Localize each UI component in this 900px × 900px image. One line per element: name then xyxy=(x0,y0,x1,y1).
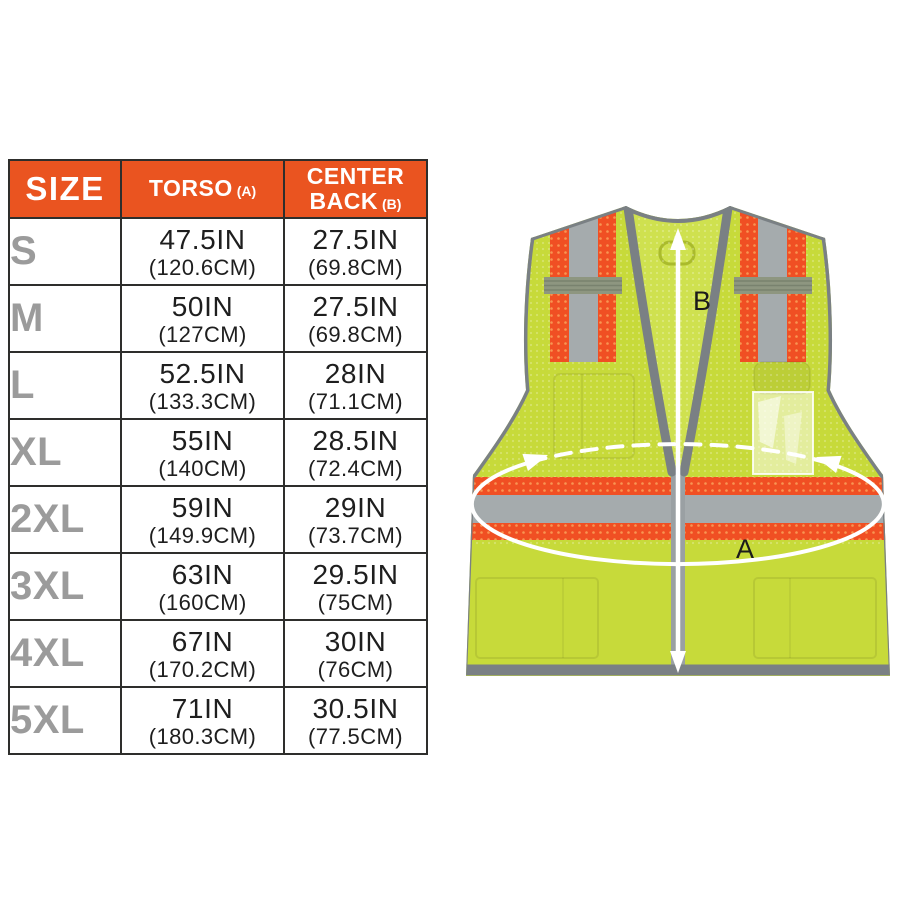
left-webbing-strap xyxy=(544,277,622,294)
size-cell: 3XL xyxy=(8,552,122,621)
header-sub-label: (A) xyxy=(236,183,257,200)
center-back-cell: 30IN (76CM) xyxy=(283,619,428,688)
center-back-cell: 29.5IN (75CM) xyxy=(283,552,428,621)
header-row: SIZE TORSO (A) CENTER BACK (B) xyxy=(8,159,428,219)
value-inches: 28.5IN xyxy=(312,424,399,456)
value-cm: (69.8CM) xyxy=(308,321,403,347)
size-cell: 4XL xyxy=(8,619,122,688)
torso-cell: 63IN (160CM) xyxy=(120,552,285,621)
value-cm: (71.1CM) xyxy=(308,388,403,414)
table-row: 2XL 59IN (149.9CM) 29IN (73.7CM) xyxy=(8,485,428,554)
value-inches: 28IN xyxy=(324,357,387,389)
value-cm: (180.3CM) xyxy=(148,723,257,749)
value-inches: 63IN xyxy=(171,558,234,590)
value-cm: (140CM) xyxy=(158,455,247,481)
size-cell: XL xyxy=(8,418,122,487)
size-cell: S xyxy=(8,217,122,286)
column-header-size: SIZE xyxy=(8,159,122,219)
value-inches: 47.5IN xyxy=(159,223,246,255)
header-label: CENTER BACK xyxy=(306,162,405,214)
table-row: M 50IN (127CM) 27.5IN (69.8CM) xyxy=(8,284,428,353)
size-cell: M xyxy=(8,284,122,353)
center-back-cell: 28IN (71.1CM) xyxy=(283,351,428,420)
measure-a-label: A xyxy=(736,534,754,564)
measure-b-arrow xyxy=(670,228,686,673)
value-cm: (160CM) xyxy=(158,589,247,615)
table-row: 3XL 63IN (160CM) 29.5IN (75CM) xyxy=(8,552,428,621)
value-inches: 59IN xyxy=(171,491,234,523)
value-inches: 29.5IN xyxy=(312,558,399,590)
value-inches: 71IN xyxy=(171,692,234,724)
torso-cell: 47.5IN (120.6CM) xyxy=(120,217,285,286)
value-inches: 30.5IN xyxy=(312,692,399,724)
value-inches: 27.5IN xyxy=(312,290,399,322)
value-inches: 29IN xyxy=(324,491,387,523)
table-row: 4XL 67IN (170.2CM) 30IN (76CM) xyxy=(8,619,428,688)
value-cm: (127CM) xyxy=(158,321,247,347)
center-back-cell: 28.5IN (72.4CM) xyxy=(283,418,428,487)
center-back-cell: 29IN (73.7CM) xyxy=(283,485,428,554)
vest-diagram: B A xyxy=(450,186,900,706)
value-cm: (120.6CM) xyxy=(148,254,257,280)
table-row: S 47.5IN (120.6CM) 27.5IN (69.8CM) xyxy=(8,217,428,286)
measure-a-dashed-arc xyxy=(529,442,830,465)
header-label: TORSO xyxy=(148,175,233,202)
value-cm: (76CM) xyxy=(317,656,394,682)
measure-a-solid-arc xyxy=(469,460,886,567)
table-row: 5XL 71IN (180.3CM) 30.5IN (77.5CM) xyxy=(8,686,428,755)
center-back-cell: 30.5IN (77.5CM) xyxy=(283,686,428,755)
measure-b-label: B xyxy=(693,286,711,316)
lower-pockets xyxy=(475,577,877,659)
torso-cell: 55IN (140CM) xyxy=(120,418,285,487)
header-sub-label: (B) xyxy=(382,196,402,212)
value-cm: (170.2CM) xyxy=(148,656,257,682)
torso-cell: 52.5IN (133.3CM) xyxy=(120,351,285,420)
size-cell: L xyxy=(8,351,122,420)
measure-a-arrowhead-right xyxy=(816,455,842,473)
value-inches: 67IN xyxy=(171,625,234,657)
value-cm: (75CM) xyxy=(317,589,394,615)
value-cm: (149.9CM) xyxy=(148,522,257,548)
center-back-cell: 27.5IN (69.8CM) xyxy=(283,284,428,353)
center-back-cell: 27.5IN (69.8CM) xyxy=(283,217,428,286)
value-inches: 27.5IN xyxy=(312,223,399,255)
value-cm: (73.7CM) xyxy=(308,522,403,548)
left-chest-pocket xyxy=(553,373,635,459)
column-header-center-back: CENTER BACK (B) xyxy=(283,159,428,219)
torso-cell: 50IN (127CM) xyxy=(120,284,285,353)
value-cm: (133.3CM) xyxy=(148,388,257,414)
value-cm: (72.4CM) xyxy=(308,455,403,481)
size-chart-table: SIZE TORSO (A) CENTER BACK (B) S 47.5IN (12… xyxy=(8,159,428,755)
right-webbing-strap xyxy=(734,277,812,294)
id-badge-pocket xyxy=(752,361,814,475)
value-inches: 55IN xyxy=(171,424,234,456)
table-row: XL 55IN (140CM) 28.5IN (72.4CM) xyxy=(8,418,428,487)
value-cm: (69.8CM) xyxy=(308,254,403,280)
torso-cell: 59IN (149.9CM) xyxy=(120,485,285,554)
measure-a-ellipse xyxy=(469,442,886,567)
measure-a-arrowhead-left xyxy=(522,453,548,471)
value-inches: 30IN xyxy=(324,625,387,657)
torso-cell: 67IN (170.2CM) xyxy=(120,619,285,688)
header-label: SIZE xyxy=(25,169,105,207)
value-inches: 50IN xyxy=(171,290,234,322)
value-inches: 52.5IN xyxy=(159,357,246,389)
column-header-torso: TORSO (A) xyxy=(120,159,285,219)
torso-cell: 71IN (180.3CM) xyxy=(120,686,285,755)
vest-graphic: B A xyxy=(466,206,890,676)
value-cm: (77.5CM) xyxy=(308,723,403,749)
size-cell: 2XL xyxy=(8,485,122,554)
table-row: L 52.5IN (133.3CM) 28IN (71.1CM) xyxy=(8,351,428,420)
size-cell: 5XL xyxy=(8,686,122,755)
